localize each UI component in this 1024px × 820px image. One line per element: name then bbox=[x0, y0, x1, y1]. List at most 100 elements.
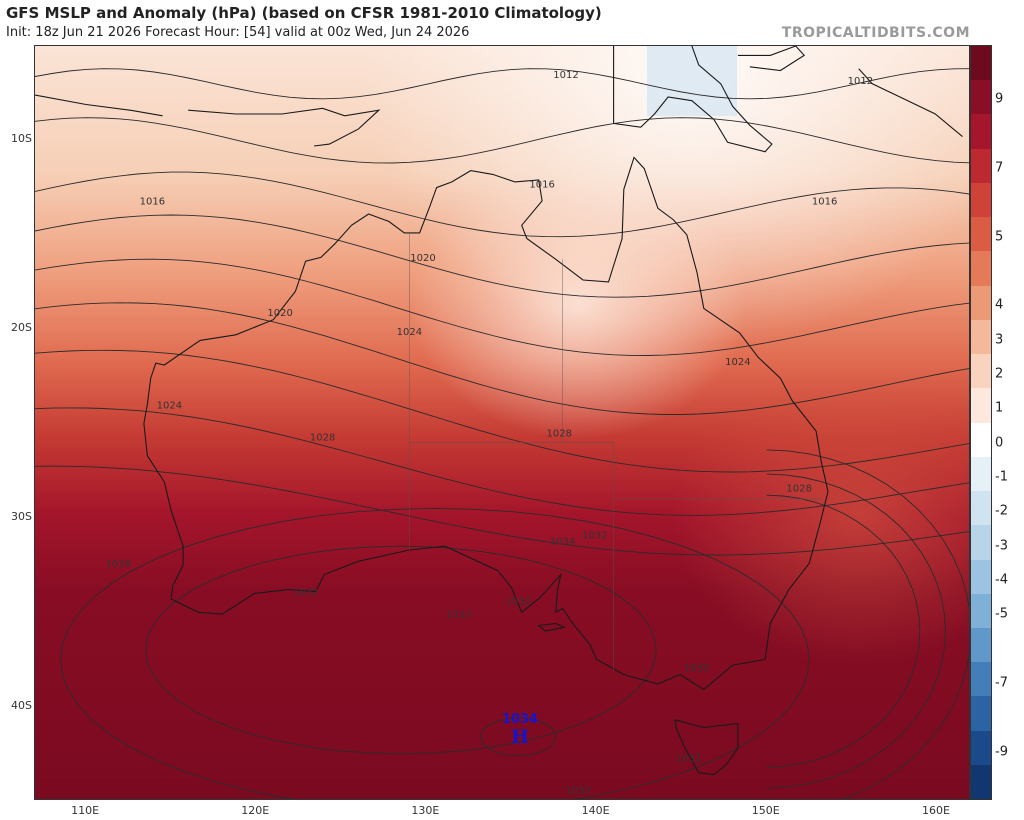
isobar-label: 1024 bbox=[157, 400, 182, 411]
solomon-islands-coastline bbox=[858, 68, 963, 138]
isobar-1 bbox=[35, 117, 969, 164]
longitude-label: 110E bbox=[71, 804, 100, 817]
isobar-ring-middle bbox=[145, 545, 657, 755]
isobar-label: 1028 bbox=[310, 433, 335, 444]
colorbar-segment bbox=[971, 182, 991, 218]
isobar-label: 1034 bbox=[550, 536, 575, 547]
colorbar-segment bbox=[971, 46, 991, 81]
isobar-label: 1020 bbox=[267, 308, 292, 319]
isobar-label: 1028 bbox=[546, 429, 571, 440]
isobar-7 bbox=[35, 407, 969, 516]
colorbar-label: 3 bbox=[995, 332, 1004, 348]
colorbar-label: 2 bbox=[995, 366, 1004, 382]
colorbar-segment bbox=[971, 319, 991, 355]
coastlines bbox=[35, 46, 963, 776]
longitude-label: 130E bbox=[411, 804, 440, 817]
latitude-label: 10S bbox=[11, 132, 32, 146]
colorbar-segment bbox=[971, 80, 991, 115]
isobar-8 bbox=[35, 465, 969, 556]
colorbar-segment bbox=[971, 285, 991, 320]
isobar-0 bbox=[35, 68, 969, 100]
colorbar-label: -5 bbox=[995, 606, 1008, 622]
state-borders bbox=[409, 232, 823, 671]
latitude-label: 40S bbox=[11, 698, 32, 712]
new-britain-coastline bbox=[737, 46, 806, 72]
longitude-label: 120E bbox=[241, 804, 270, 817]
isobar-label: 1020 bbox=[410, 253, 435, 264]
isobar-label: 1016 bbox=[140, 197, 165, 208]
isobar-4 bbox=[35, 258, 969, 356]
colorbar-segment bbox=[971, 525, 991, 560]
new-guinea-coastline bbox=[613, 46, 773, 153]
longitude-label: 160E bbox=[921, 804, 950, 817]
high-pressure-value: 1034 bbox=[502, 712, 538, 727]
java-coastline bbox=[35, 94, 163, 117]
isobar-east-0 bbox=[766, 494, 921, 768]
anomaly-field-shading-east bbox=[35, 46, 969, 799]
colorbar-label: -4 bbox=[995, 572, 1008, 588]
forecast-info: Init: 18z Jun 21 2026 Forecast Hour: [54… bbox=[6, 25, 470, 40]
isobar-label: 1028 bbox=[106, 559, 131, 570]
colorbar-label: 4 bbox=[995, 297, 1004, 313]
isobar-5 bbox=[35, 302, 969, 415]
isobar-3 bbox=[35, 214, 969, 298]
tasmania-coastline bbox=[674, 719, 739, 776]
colorbar-label: -9 bbox=[995, 744, 1008, 760]
colorbar-segment bbox=[971, 764, 991, 800]
colorbar-label: 0 bbox=[995, 435, 1004, 451]
isobar-ring-outer bbox=[60, 507, 810, 799]
isobar-label: 1032 bbox=[293, 587, 318, 598]
colorbar-segment bbox=[971, 559, 991, 594]
isobar-label: 1016 bbox=[812, 197, 837, 208]
isobar-label: 1032 bbox=[506, 597, 531, 608]
isobar-label: 1028 bbox=[786, 484, 811, 495]
colorbar-label: -2 bbox=[995, 503, 1008, 519]
colorbar-segment bbox=[971, 593, 991, 628]
lesser-sunda-coastline bbox=[188, 107, 381, 147]
colorbar-segment bbox=[971, 148, 991, 183]
colorbar-segment bbox=[971, 388, 991, 423]
high-pressure-letter: H bbox=[511, 726, 529, 748]
colorbar-label: 5 bbox=[995, 229, 1004, 245]
kangaroo-island-coastline bbox=[537, 623, 567, 632]
site-watermark: TROPICALTIDBITS.COM bbox=[781, 25, 970, 41]
colorbar-segment bbox=[971, 491, 991, 526]
colorbar-segment bbox=[971, 662, 991, 697]
colorbar-segment bbox=[971, 114, 991, 149]
colorbar-label: -1 bbox=[995, 469, 1008, 485]
longitude-label: 150E bbox=[751, 804, 780, 817]
colorbar-segment bbox=[971, 627, 991, 663]
isobar-label: 1024 bbox=[725, 357, 750, 368]
isobar-label: 1012 bbox=[848, 76, 873, 87]
isobar-label: 1032 bbox=[582, 531, 607, 542]
colorbar-segment bbox=[971, 217, 991, 252]
isobar-6 bbox=[35, 349, 969, 473]
mslp-anomaly-map[interactable]: 1012 1012 1016 1016 1016 1020 1020 1024 1024 1024… bbox=[34, 45, 970, 800]
colorbar-label: -7 bbox=[995, 675, 1008, 691]
isobar-east-2 bbox=[766, 449, 969, 799]
isobar-label: 1032 bbox=[684, 663, 709, 674]
australia-coastline bbox=[143, 156, 829, 691]
colorbar-segment bbox=[971, 696, 991, 731]
colorbar-segment bbox=[971, 251, 991, 286]
colorbar-label: 7 bbox=[995, 160, 1004, 176]
colorbar-label: 9 bbox=[995, 91, 1004, 107]
isobar-2 bbox=[35, 171, 969, 238]
isobar-east-1 bbox=[766, 473, 946, 789]
isobar-label: 1032 bbox=[676, 753, 701, 764]
colorbar-segment bbox=[971, 730, 991, 765]
colorbar-label: 1 bbox=[995, 400, 1004, 416]
isobar-lines bbox=[35, 68, 969, 799]
anomaly-colorbar bbox=[970, 45, 992, 800]
anomaly-field-blue-pocket bbox=[647, 46, 737, 116]
colorbar-segment bbox=[971, 422, 991, 457]
colorbar-label: -3 bbox=[995, 538, 1008, 554]
isobar-label: 1024 bbox=[397, 327, 422, 338]
colorbar-segment bbox=[971, 456, 991, 492]
isobar-label: 1032 bbox=[565, 786, 590, 797]
latitude-label: 30S bbox=[11, 509, 32, 523]
isobar-labels: 1012 1012 1016 1016 1016 1020 1020 1024 1024 1024… bbox=[106, 70, 873, 796]
longitude-label: 140E bbox=[581, 804, 610, 817]
isobar-label: 1016 bbox=[529, 180, 554, 191]
